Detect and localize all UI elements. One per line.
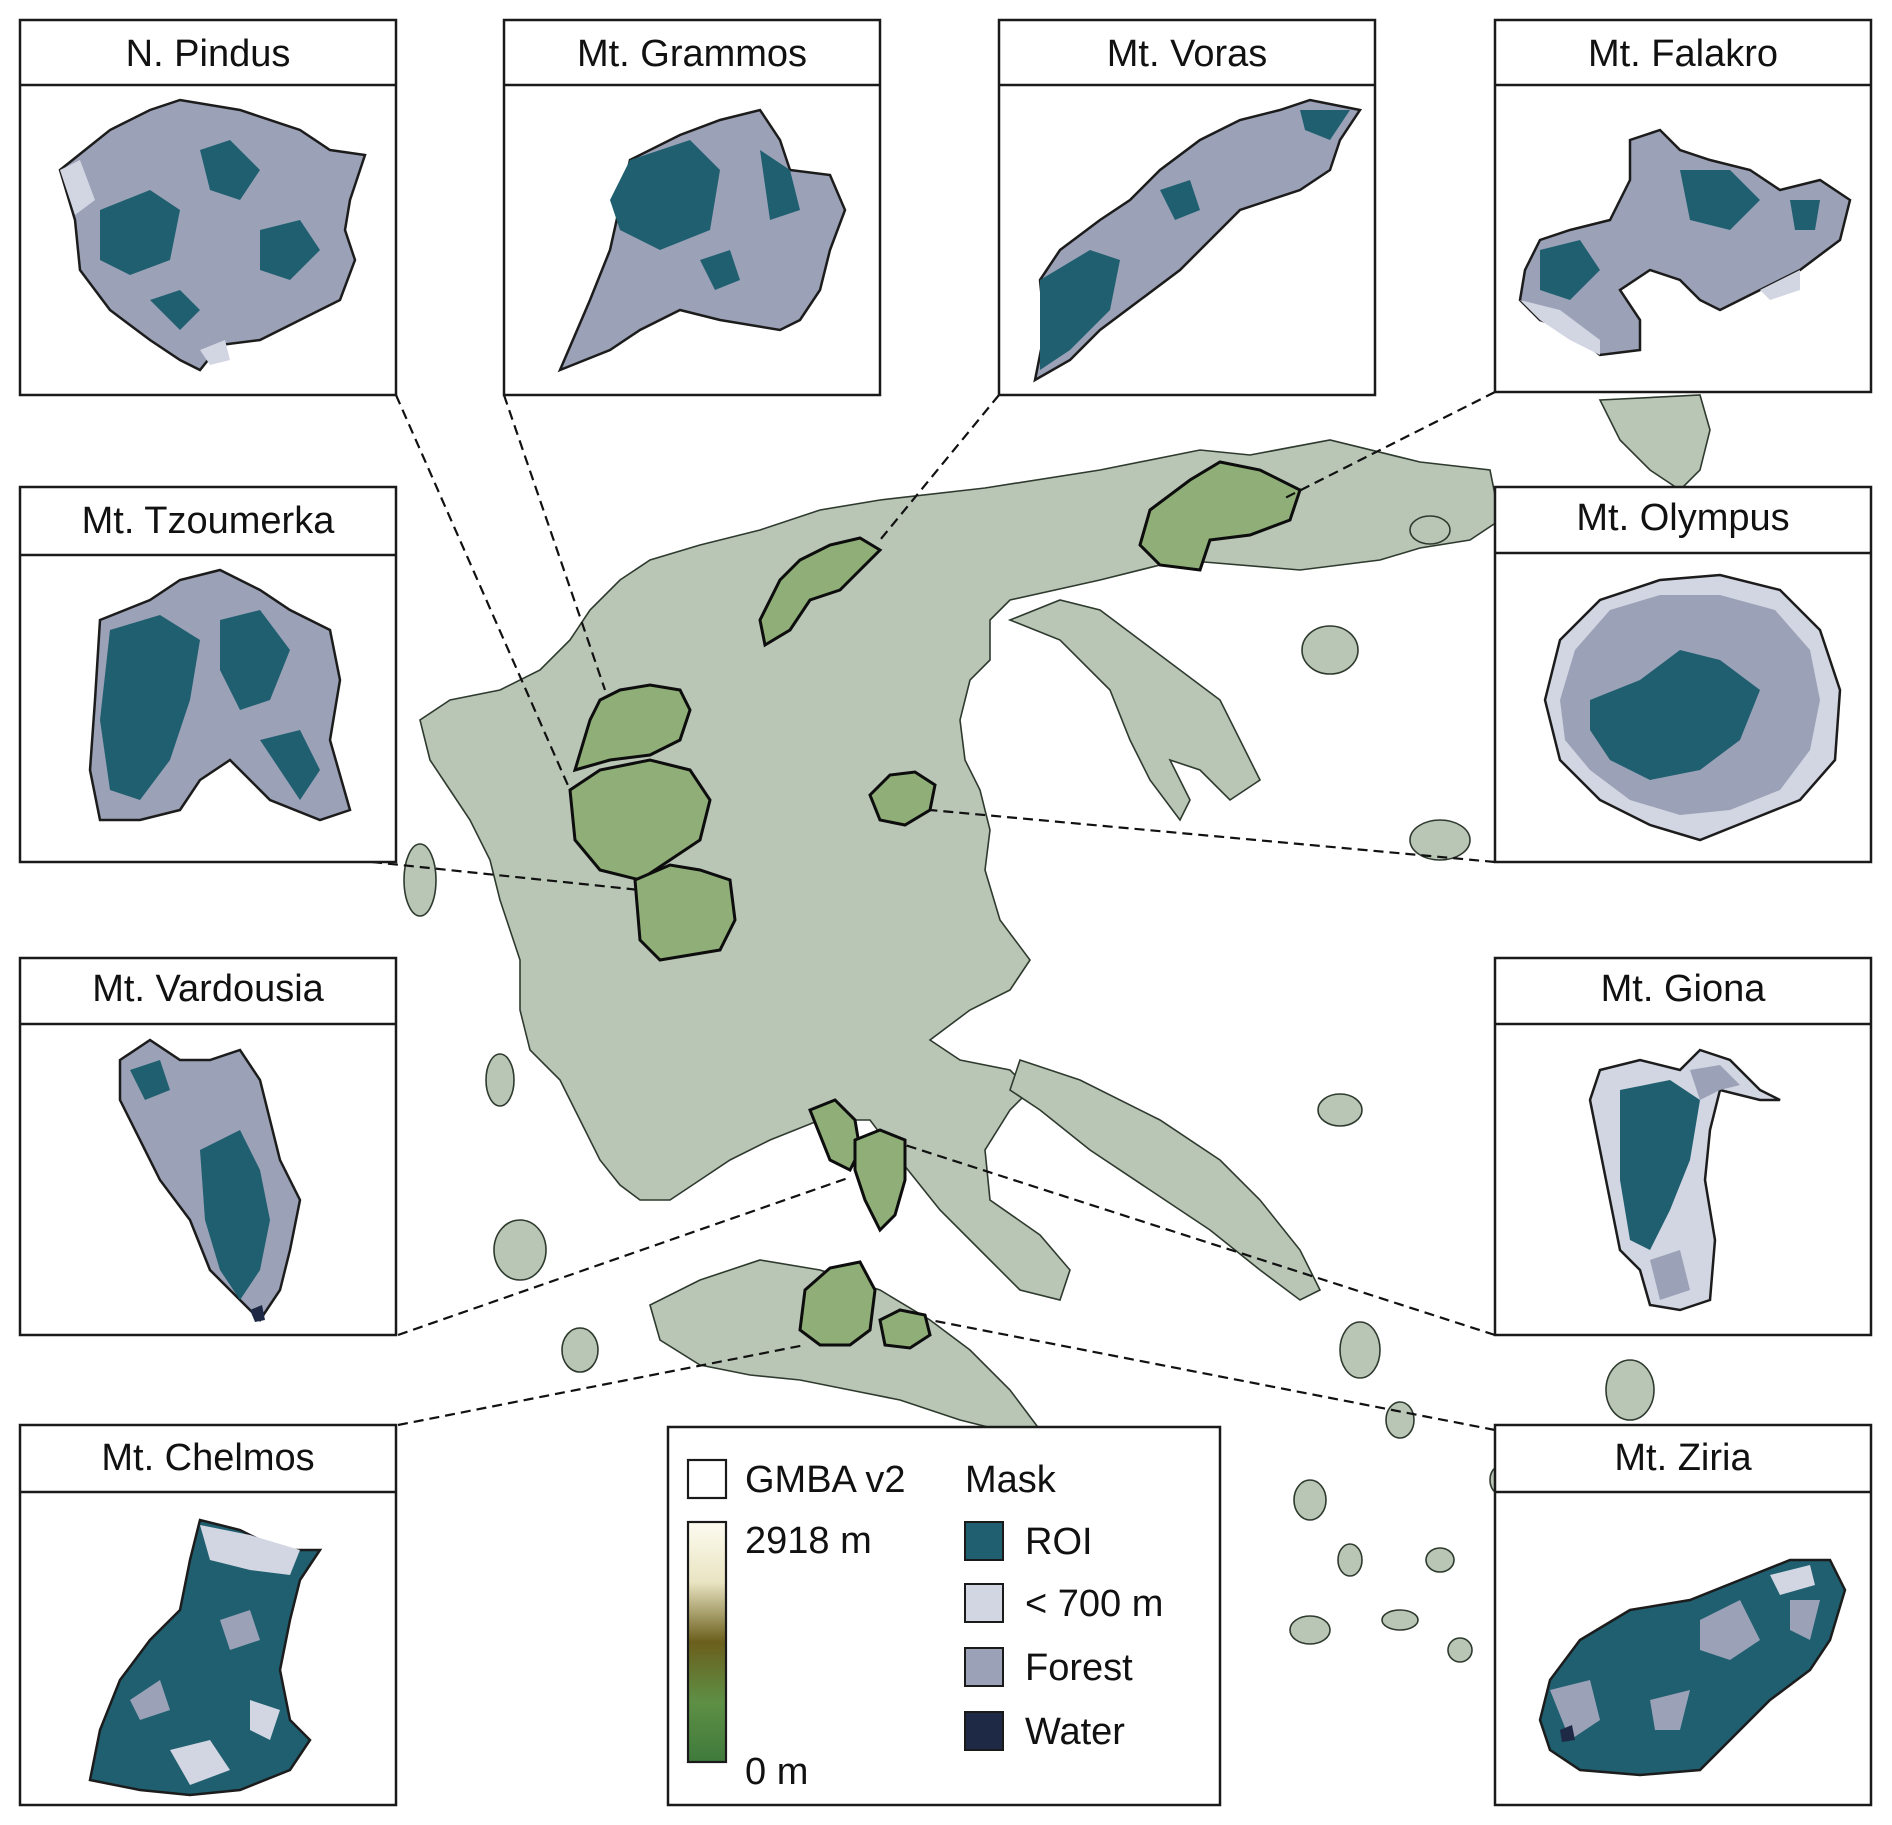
mask-roi-area: [100, 610, 320, 800]
skyros-island: [1317, 1093, 1363, 1127]
panel-mt-grammos: Mt. Grammos: [502, 18, 882, 397]
cyclades-6: [1447, 1637, 1473, 1663]
cyclades-4: [1381, 1609, 1419, 1631]
panel-title: Mt. Olympus: [1576, 497, 1789, 539]
panel-title: Mt. Ziria: [1614, 1437, 1752, 1479]
mask-below-700-area: [170, 1525, 300, 1785]
mask-forest-area: [1650, 1065, 1740, 1300]
panel-title: Mt. Tzoumerka: [82, 500, 336, 542]
cyclades-5: [1289, 1615, 1331, 1645]
panel-title: Mt. Chelmos: [101, 1437, 314, 1479]
mask-label-below-700: < 700 m: [1025, 1583, 1163, 1625]
leader-mt-giona: [904, 1143, 1496, 1337]
leader-mt-olympus: [929, 808, 1496, 864]
mask-below-700-area: [60, 160, 230, 365]
gmba-label: GMBA v2: [745, 1459, 906, 1501]
panel-mt-giona: Mt. Giona: [1493, 956, 1873, 1337]
region-giona: [853, 1128, 907, 1233]
kefalonia-island: [493, 1219, 547, 1281]
samothraki-island: [1409, 515, 1451, 545]
mask-label-water: Water: [1025, 1711, 1125, 1753]
mask-forest-area: [130, 1610, 260, 1720]
panel-mt-olympus: Mt. Olympus: [1493, 485, 1873, 864]
panel-title: Mt. Vardousia: [92, 968, 324, 1010]
turkey-coast: [1598, 394, 1711, 492]
elevation-max-label: 2918 m: [745, 1520, 872, 1562]
leader-mt-tzoumerka: [371, 860, 641, 892]
mask-forest-area: [58, 98, 367, 372]
mask-roi-area: [1620, 1080, 1700, 1250]
leader-mt-grammos: [502, 394, 607, 691]
panel-mt-vardousia: Mt. Vardousia: [18, 956, 398, 1337]
mask-swatch-water: [964, 1711, 1004, 1751]
corfu-island: [403, 843, 437, 917]
euboea-island: [1009, 1058, 1322, 1301]
mask-roi-area: [610, 140, 800, 290]
leader-mt-falakro: [1284, 391, 1496, 499]
region-falakro: [1138, 460, 1302, 572]
zakynthos-island: [561, 1327, 599, 1373]
leader-mt-chelmos: [397, 1343, 806, 1427]
mask-roi-area: [1590, 650, 1760, 780]
panel-mt-voras: Mt. Voras: [997, 18, 1377, 397]
region-tzoumerka: [633, 863, 737, 962]
region-chelmos: [798, 1260, 877, 1347]
cyclades-2: [1337, 1543, 1363, 1577]
elevation-colorbar: [686, 1520, 728, 1764]
mask-forest-area: [1033, 98, 1363, 383]
panel-title: Mt. Falakro: [1588, 33, 1778, 75]
mask-roi-area: [1538, 1558, 1847, 1777]
chios-island: [1605, 1359, 1655, 1421]
mask-below-700-area: [1520, 270, 1800, 355]
leader-lines: [371, 391, 1496, 1432]
panel-title: N. Pindus: [126, 33, 291, 75]
mask-roi-area: [1540, 170, 1820, 300]
legend-frame: [666, 1425, 1222, 1807]
region-ziria: [878, 1308, 932, 1350]
mask-swatch-roi: [964, 1521, 1004, 1561]
mask-water-area: [250, 1305, 265, 1322]
panel-title: Mt. Voras: [1107, 33, 1268, 75]
panel-mt-falakro: Mt. Falakro: [1493, 18, 1873, 394]
region-voras: [758, 536, 883, 648]
panel-title: Mt. Grammos: [577, 33, 807, 75]
mask-swatch-below-700: [964, 1583, 1004, 1623]
base-map: [403, 394, 1751, 1663]
legend: GMBA v2 2918 m 0 m Mask ROI < 700 m Fore…: [666, 1425, 1222, 1807]
mask-forest-area: [1550, 1600, 1820, 1740]
mask-below-700-area: [1770, 1565, 1815, 1595]
halkidiki-peninsula: [1007, 599, 1262, 822]
lefkada-island: [485, 1053, 515, 1107]
mask-roi-area: [100, 140, 320, 330]
mask-roi-area: [130, 1060, 270, 1300]
mask-forest-area: [1518, 128, 1852, 357]
panel-mt-tzoumerka: Mt. Tzoumerka: [18, 485, 398, 864]
mask-label-forest: Forest: [1025, 1647, 1133, 1689]
panel-mt-ziria: Mt. Ziria: [1493, 1423, 1873, 1807]
mask-legend-title: Mask: [965, 1459, 1057, 1501]
region-grammos: [572, 683, 692, 773]
mask-swatch-forest: [964, 1647, 1004, 1687]
lemnos-island: [1409, 819, 1471, 861]
cyclades-1: [1293, 1479, 1327, 1521]
leader-n-pindus: [394, 394, 572, 791]
panel-mt-chelmos: Mt. Chelmos: [18, 1423, 398, 1807]
panel-title: Mt. Giona: [1601, 968, 1767, 1010]
panel-n-pindus: N. Pindus: [18, 18, 398, 397]
mask-water-area: [1560, 1725, 1575, 1742]
gmba-swatch: [686, 1458, 728, 1500]
cyclades-3: [1425, 1547, 1455, 1573]
region-olympus: [868, 770, 937, 827]
mask-roi-area: [1040, 110, 1350, 370]
region-pindus: [568, 758, 712, 882]
thassos-island: [1301, 625, 1359, 675]
mainland-greece: [419, 439, 1501, 1301]
elevation-min-label: 0 m: [745, 1751, 808, 1793]
mask-label-roi: ROI: [1025, 1521, 1093, 1563]
tinos-island: [1385, 1401, 1415, 1439]
andros-island: [1339, 1321, 1381, 1379]
